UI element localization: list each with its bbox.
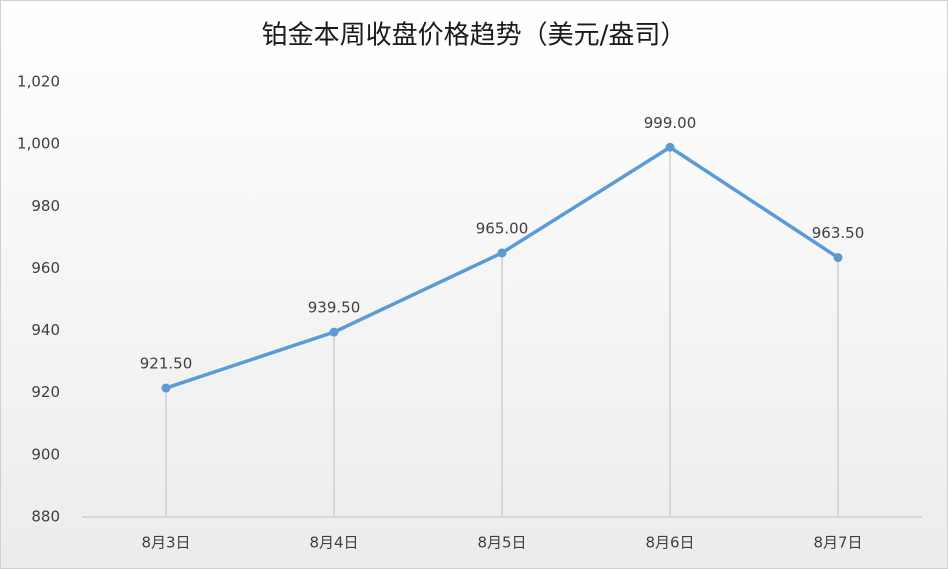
data-point	[329, 327, 339, 337]
data-point	[161, 383, 171, 393]
y-tick-label: 1,000	[17, 135, 60, 153]
y-tick-label: 900	[31, 445, 60, 463]
data-point	[833, 253, 843, 263]
data-point	[665, 142, 675, 152]
data-label: 999.00	[644, 114, 697, 132]
x-tick-label: 8月6日	[645, 534, 694, 552]
y-tick-label: 980	[31, 197, 60, 215]
y-tick-label: 880	[31, 508, 60, 526]
y-tick-label: 960	[31, 259, 60, 277]
data-label: 921.50	[140, 355, 193, 373]
y-tick-label: 920	[31, 383, 60, 401]
x-tick-label: 8月7日	[813, 534, 862, 552]
data-point	[497, 248, 507, 258]
x-tick-label: 8月4日	[309, 534, 358, 552]
data-label: 965.00	[476, 219, 529, 237]
chart-title: 铂金本周收盘价格趋势（美元/盎司）	[262, 21, 687, 51]
data-label: 963.50	[812, 224, 865, 242]
y-tick-label: 1,020	[17, 73, 60, 91]
x-tick-label: 8月5日	[477, 534, 526, 552]
x-tick-label: 8月3日	[141, 534, 190, 552]
data-label: 939.50	[308, 299, 361, 317]
y-tick-label: 940	[31, 321, 60, 339]
